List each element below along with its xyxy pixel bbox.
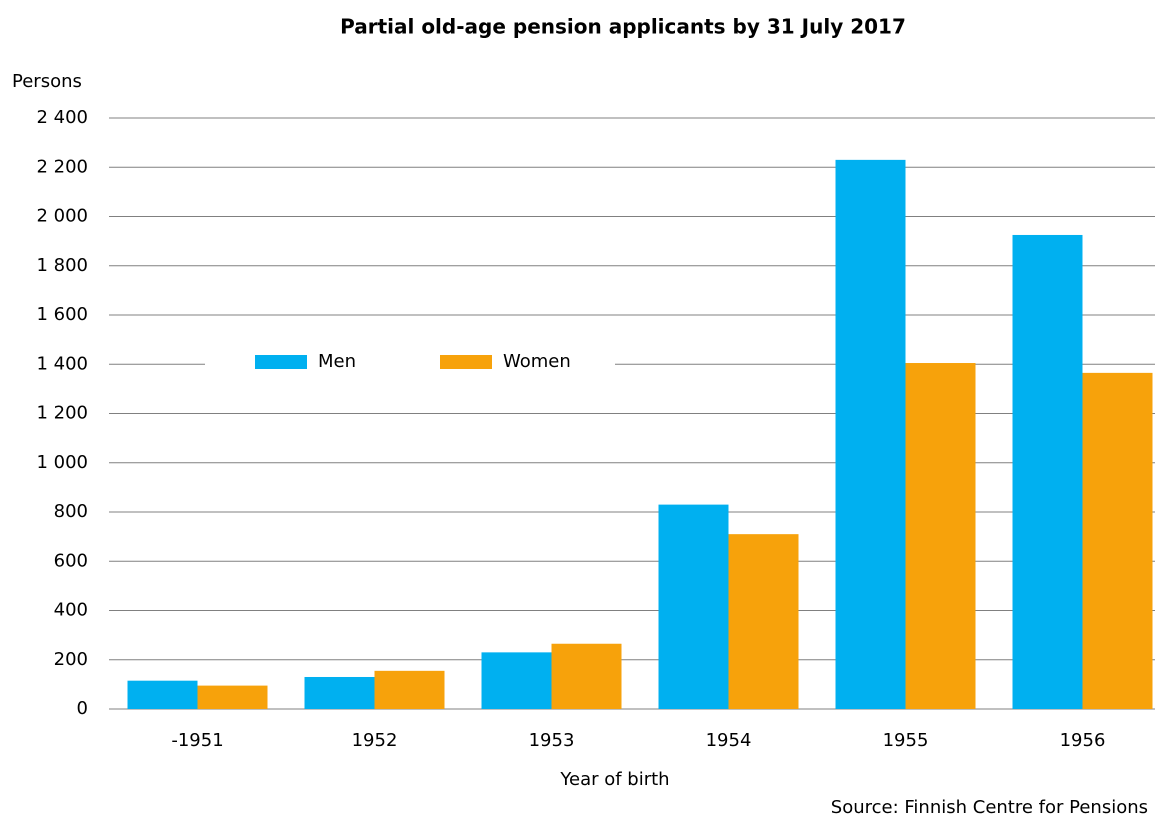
bar [1082,372,1153,709]
bar [835,159,906,710]
bar [728,534,799,709]
y-tick-label: 600 [54,550,88,571]
y-tick-label: 2 000 [36,206,88,227]
legend-label: Women [503,351,571,372]
bar [481,652,552,709]
bar [374,670,445,709]
x-tick-label: 1954 [706,730,752,751]
y-tick-label: 1 600 [36,304,88,325]
x-tick-label: 1955 [883,730,929,751]
chart-title: Partial old-age pension applicants by 31… [340,15,906,39]
y-tick-label: 2 200 [36,156,88,177]
source: Source: Finnish Centre for Pensions [831,797,1148,818]
bar [197,685,268,709]
x-axis-label: Year of birth [559,769,669,790]
bar [1012,234,1083,709]
y-tick-label: 1 800 [36,255,88,276]
legend-swatch [255,355,307,369]
y-tick-label: 200 [54,649,88,670]
y-tick-label: 1 200 [36,403,88,424]
x-tick-label: 1956 [1060,730,1106,751]
y-tick-label: 1 400 [36,353,88,374]
legend-label: Men [318,351,356,372]
bar [127,680,198,709]
x-tick-label: 1953 [529,730,575,751]
y-tick-label: 2 400 [36,107,88,128]
bar [658,504,729,709]
y-tick-label: 400 [54,600,88,621]
bar [551,643,622,709]
y-tick-label: 0 [77,698,88,719]
x-tick-label: -1951 [171,730,223,751]
y-tick-label: 1 000 [36,452,88,473]
bar [304,676,375,709]
legend-swatch [440,355,492,369]
bar [905,363,976,709]
x-tick-label: 1952 [352,730,398,751]
y-axis-label: Persons [12,71,82,92]
y-tick-label: 800 [54,501,88,522]
